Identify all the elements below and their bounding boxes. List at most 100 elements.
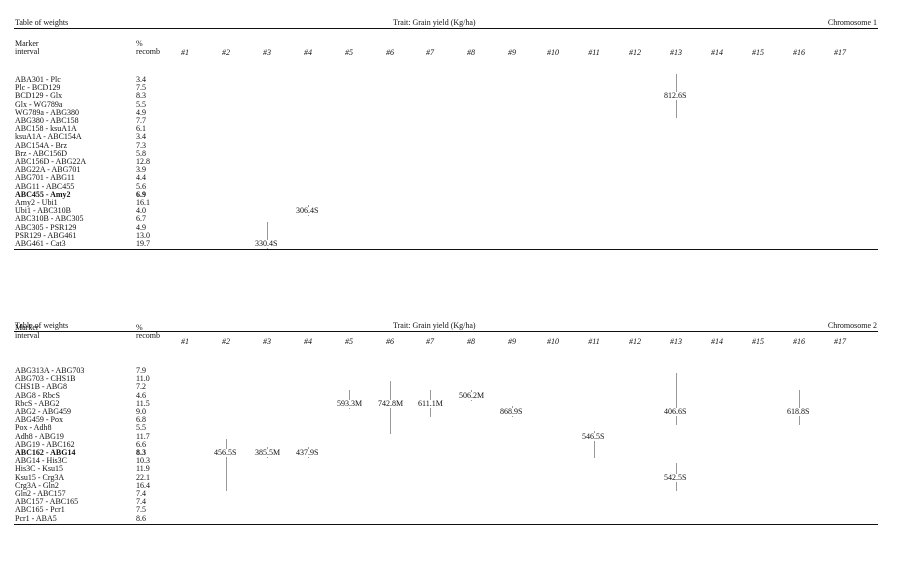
recomb-value: 7.2 [136, 382, 146, 392]
recomb-value: 9.0 [136, 407, 146, 416]
marker-row: ABC455 - Amy2 6.9 [15, 189, 175, 199]
env-column-header: #6 [386, 337, 394, 346]
recomb-value: 10.3 [136, 456, 150, 466]
recomb-value: 19.7 [136, 239, 150, 248]
marker-row: ABC305 - PSR129 4.9 [15, 222, 175, 232]
recomb-value: 7.3 [136, 140, 146, 150]
marker-interval: ksuA1A - ABC154A [15, 132, 82, 142]
recomb-value: 5.6 [136, 181, 146, 191]
marker-row: ABG459 - Pox 6.8 [15, 416, 175, 424]
support-interval-line [799, 389, 800, 426]
env-column-header: #4 [304, 48, 312, 57]
marker-interval: ABG8 - RbcS [15, 390, 60, 400]
recomb-value: 3.4 [136, 132, 146, 142]
marker-row: Gln2 - ABC157 7.4 [15, 490, 175, 498]
chromosome-label: Chromosome 1 [827, 18, 877, 27]
weight-value: 385.5M [255, 448, 281, 457]
env-column-header: #15 [752, 337, 764, 346]
marker-interval: Brz - ABC156D [15, 148, 67, 158]
weight-value: 546.5S [582, 431, 605, 441]
marker-row: BCD129 - Glx 8.3 [15, 92, 175, 100]
marker-interval: ABG14 - His3C [15, 456, 68, 466]
marker-row: Brz - ABC156D 5.8 [15, 148, 175, 158]
marker-interval: ABG701 - ABG11 [15, 173, 75, 183]
marker-interval: BCD129 - Glx [15, 91, 63, 101]
recomb-header: % recomb [136, 324, 160, 340]
marker-row: ABC154A - Brz 7.3 [15, 140, 175, 150]
recomb-value: 16.4 [136, 480, 150, 490]
bottom-rule [14, 523, 878, 525]
header-line: recomb [136, 331, 160, 340]
env-column-header: #12 [629, 337, 641, 346]
recomb-value: 4.0 [136, 206, 146, 216]
recomb-value: 6.6 [136, 439, 146, 449]
table-label: Table of weights [15, 18, 69, 27]
header-line: interval [15, 331, 40, 340]
marker-row: ABG22A - ABG701 3.9 [15, 166, 175, 174]
marker-row: Crg3A - Gln2 16.4 [15, 480, 175, 490]
marker-interval: Pcr1 - ABA5 [15, 513, 57, 523]
chromosome-label: Chromosome 2 [827, 321, 877, 330]
marker-interval: PSR129 - ABG461 [15, 230, 77, 240]
marker-interval: ABC305 - PSR129 [15, 222, 77, 232]
recomb-value: 7.7 [136, 116, 146, 125]
env-column-header: #7 [426, 48, 434, 57]
table-chromosome-1: Table of weights Trait: Grain yield (Kg/h… [0, 0, 900, 270]
marker-interval: Gln2 - ABC157 [15, 489, 66, 498]
header-line: recomb [136, 47, 160, 56]
marker-row: ABG19 - ABC162 6.6 [15, 439, 175, 449]
marker-row: ABG461 - Cat3 19.7 [15, 240, 175, 248]
marker-row: ABC158 - ksuA1A 6.1 [15, 125, 175, 133]
recomb-value: 8.3 [136, 448, 146, 457]
marker-interval: ABC158 - ksuA1A [15, 124, 77, 134]
recomb-value: 5.5 [136, 423, 146, 433]
env-column-header: #6 [386, 48, 394, 57]
env-column-header: #16 [793, 48, 805, 57]
env-column-header: #8 [467, 48, 475, 57]
recomb-value: 7.9 [136, 366, 146, 375]
header-line: Marker [15, 323, 39, 332]
marker-row: ABG313A - ABG703 7.9 [15, 367, 175, 375]
marker-interval: ABC165 - Pcr1 [15, 505, 65, 515]
marker-row: Plc - BCD129 7.5 [15, 84, 175, 92]
marker-interval: Ksu15 - Crg3A [15, 472, 65, 482]
marker-row: ABG8 - RbcS 4.6 [15, 390, 175, 400]
header-line: % [136, 323, 143, 332]
marker-row: Adh8 - ABG19 11.7 [15, 432, 175, 441]
weight-value: 456.5S [214, 448, 237, 457]
env-column-header: #14 [711, 337, 723, 346]
marker-row: Amy2 - Ubi1 16.1 [15, 199, 175, 207]
header-rule [14, 331, 878, 332]
marker-interval: ABC162 - ABG14 [15, 448, 76, 457]
weight-value: 437.9S [296, 448, 319, 457]
env-column-header: #11 [588, 48, 600, 57]
recomb-value: 7.5 [136, 83, 146, 93]
marker-row: ABC157 - ABC165 7.4 [15, 498, 175, 506]
marker-row: ksuA1A - ABC154A 3.4 [15, 133, 175, 141]
recomb-value: 6.9 [136, 189, 146, 199]
recomb-value: 7.4 [136, 497, 146, 507]
marker-row: ABG701 - ABG11 4.4 [15, 174, 175, 182]
bottom-rule [14, 249, 878, 251]
recomb-value: 3.9 [136, 165, 146, 175]
marker-interval: ABC310B - ABC305 [15, 214, 84, 224]
recomb-value: 11.9 [136, 464, 150, 474]
marker-interval: His3C - Ksu15 [15, 464, 64, 474]
env-column-header: #15 [752, 48, 764, 57]
recomb-value: 6.8 [136, 415, 146, 425]
env-column-header: #5 [345, 337, 353, 346]
marker-row: ABG703 - CHS1B 11.0 [15, 375, 175, 383]
recomb-value: 4.4 [136, 173, 146, 183]
recomb-value: 3.4 [136, 75, 146, 84]
marker-interval: Pox - Adh8 [15, 423, 52, 433]
marker-interval: ABG19 - ABC162 [15, 439, 75, 449]
env-column-header: #4 [304, 337, 312, 346]
env-column-header: #17 [834, 337, 846, 346]
weight-value: 330.4S [255, 239, 278, 248]
recomb-value: 12.8 [136, 157, 150, 166]
header-line: Marker [15, 39, 39, 48]
table-chromosome-2: Table of weights Trait: Grain yield (Kg/h… [0, 303, 900, 573]
recomb-value: 16.1 [136, 198, 150, 207]
recomb-value: 4.9 [136, 222, 146, 232]
env-column-header: #8 [467, 337, 475, 346]
